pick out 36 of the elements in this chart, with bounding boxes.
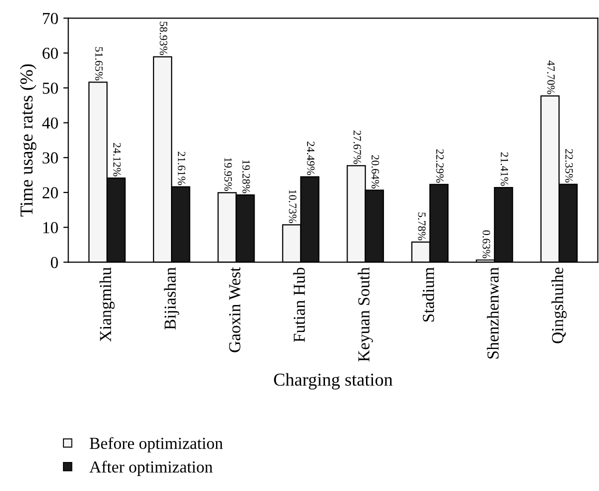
data-label: 27.67% [353, 130, 362, 164]
x-tick-label: Stadium [422, 267, 434, 322]
x-tick-label: Gaoxin West [229, 267, 240, 352]
y-tick-label: 20 [42, 187, 58, 198]
data-label: 24.49% [306, 142, 315, 176]
x-tick-label: Bijiashan [164, 267, 180, 330]
data-label: 51.65% [95, 47, 103, 80]
data-label: 22.35% [565, 149, 573, 183]
y-tick-label: 60 [42, 48, 58, 59]
data-label: 22.29% [436, 149, 444, 183]
legend-label: Before optimization [90, 437, 223, 452]
y-tick-label: 40 [42, 117, 58, 129]
x-tick-label: Futian Hub [293, 268, 305, 342]
data-label: 21.61% [178, 152, 186, 186]
data-label: 5.78% [418, 212, 426, 240]
x-tick-label: Shenzhenwan [486, 267, 499, 359]
y-tick-label: 50 [42, 82, 58, 94]
y-tick-label: 0 [50, 256, 58, 268]
data-label: 24.12% [113, 142, 121, 176]
x-axis-title: Charging station [274, 373, 393, 390]
data-label: 19.28% [242, 160, 250, 194]
data-label: 21.41% [500, 152, 508, 186]
data-label: 10.73% [288, 190, 296, 224]
data-label: 20.64% [372, 155, 380, 188]
x-tick-label: Keyuan South [358, 267, 373, 362]
y-axis-title: Time usage rates (%) [20, 64, 36, 216]
y-tick-label: 10 [43, 222, 58, 234]
data-label: 0.63% [482, 230, 490, 258]
y-tick-label: 30 [42, 152, 58, 164]
y-tick-label: 70 [42, 12, 58, 24]
legend-label: After optimization [89, 460, 213, 476]
data-label: 47.70% [547, 60, 555, 94]
data-label: 19.95% [224, 158, 232, 191]
x-tick-label: Xiangmihu [99, 267, 115, 342]
data-label: 58.93% [160, 22, 168, 55]
x-tick-label: Qingshuihe [551, 268, 567, 344]
